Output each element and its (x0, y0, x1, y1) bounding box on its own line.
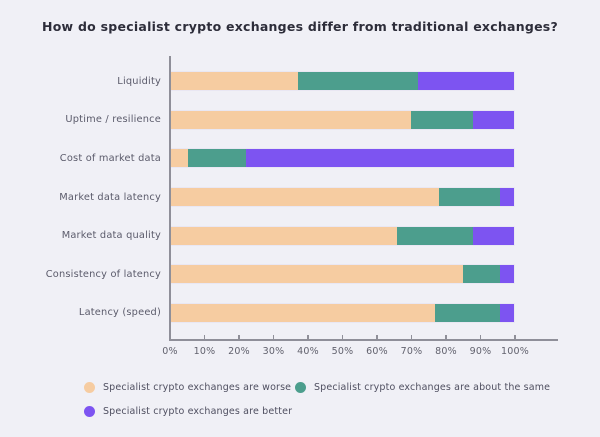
legend-item: Specialist crypto exchanges are worse (84, 381, 295, 393)
legend-item: Specialist crypto exchanges are better (84, 406, 293, 418)
x-axis-tick-label: 90% (469, 346, 492, 357)
bar-segment-series1 (297, 72, 418, 91)
x-axis-tick (376, 335, 378, 339)
bar-segment-series0 (171, 72, 298, 91)
y-axis-line (168, 56, 171, 340)
bar-segment-series2 (417, 72, 514, 91)
plot-area: Liquidity Uptime / resilience Cost of mark… (0, 62, 600, 332)
stacked-bar (170, 109, 515, 130)
x-axis-tick-label: 30% (262, 346, 285, 357)
legend-swatch-icon (84, 381, 95, 393)
x-axis-tick (238, 335, 240, 339)
bar-segment-series0 (171, 265, 463, 284)
x-axis-tick-label: 60% (366, 346, 388, 357)
stacked-bar (170, 148, 515, 169)
stacked-bar (170, 187, 515, 208)
x-axis-tick (514, 335, 516, 339)
legend-label: Specialist crypto exchanges are worse (103, 381, 292, 393)
category-label: Latency (speed) (78, 307, 161, 319)
category-label: Cost of market data (59, 152, 161, 164)
x-axis-tick-label: 100% (501, 346, 529, 357)
x-axis-tick (479, 335, 482, 339)
category-label: Uptime / resilience (65, 114, 161, 126)
x-axis-tick (410, 335, 413, 339)
legend-label: Specialist crypto exchanges are about th… (314, 381, 551, 393)
stacked-bar (170, 225, 515, 246)
bar-segment-series0 (171, 110, 412, 129)
legend-row: Specialist crypto exchanges are worse Spe… (84, 375, 564, 400)
legend-swatch-icon (295, 381, 306, 393)
x-axis-tick (307, 335, 309, 339)
bar-row: Consistency of latency (0, 255, 600, 294)
legend-swatch-icon (84, 406, 95, 418)
bar-segment-series0 (171, 226, 398, 245)
bar-segment-series0 (171, 188, 439, 207)
x-axis-tick (203, 335, 206, 339)
bar-row: Cost of market data (0, 139, 600, 178)
bar-row: Liquidity (0, 62, 600, 101)
bar-row: Uptime / resilience (0, 101, 600, 140)
bar-segment-series1 (397, 226, 473, 245)
bar-segment-series1 (188, 149, 247, 168)
x-axis-tick (445, 335, 447, 339)
bar-segment-series2 (246, 149, 514, 168)
bar-segment-series1 (462, 265, 501, 284)
bar-segment-series2 (472, 226, 514, 245)
legend-label: Specialist crypto exchanges are better (103, 406, 293, 418)
x-axis-line (168, 339, 558, 341)
bar-segment-series1 (435, 303, 501, 322)
x-axis-tick-label: 70% (400, 346, 423, 357)
legend-item: Specialist crypto exchanges are about th… (295, 381, 551, 393)
stacked-bar (170, 71, 515, 92)
bar-segment-series2 (472, 110, 514, 129)
chart-title: How do specialist crypto exchanges diffe… (42, 19, 558, 34)
category-label: Consistency of latency (45, 268, 161, 280)
bar-row: Market data latency (0, 178, 600, 217)
x-axis-tick-label: 0% (162, 346, 178, 357)
category-label: Market data quality (61, 230, 161, 242)
x-axis-tick (272, 335, 275, 339)
bar-segment-series0 (171, 149, 189, 168)
bar-segment-series0 (171, 303, 436, 322)
legend-row: Specialist crypto exchanges are better (84, 400, 564, 425)
x-axis-tick-label: 10% (193, 346, 216, 357)
x-axis-tick-label: 40% (297, 346, 319, 357)
x-axis-tick-label: 80% (435, 346, 457, 357)
stacked-bar (170, 302, 515, 323)
bar-segment-series2 (500, 188, 514, 207)
legend: Specialist crypto exchanges are worse Spe… (84, 375, 564, 424)
category-label: Market data latency (59, 191, 161, 203)
bar-row: Latency (speed) (0, 294, 600, 333)
bar-segment-series2 (500, 265, 514, 284)
category-label: Liquidity (117, 75, 161, 87)
bar-segment-series1 (438, 188, 501, 207)
bar-segment-series1 (411, 110, 473, 129)
bar-segment-series2 (500, 303, 514, 322)
x-axis-tick (341, 335, 344, 339)
x-axis-tick (169, 335, 171, 339)
bar-row: Market data quality (0, 216, 600, 255)
stacked-bar (170, 264, 515, 285)
x-axis-tick-label: 20% (228, 346, 250, 357)
x-axis-tick-label: 50% (331, 346, 354, 357)
